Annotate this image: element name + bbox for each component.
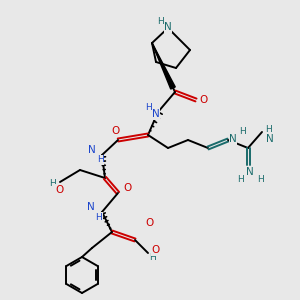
Text: H: H [256,175,263,184]
Text: N: N [164,22,172,32]
Text: N: N [88,145,96,155]
Text: H: H [146,103,152,112]
Text: O: O [55,185,63,195]
Text: H: H [237,175,243,184]
Polygon shape [152,43,175,89]
Text: O: O [152,245,160,255]
Text: N: N [266,134,274,144]
Text: O: O [111,126,119,136]
Text: H: H [96,212,102,221]
Text: N: N [152,109,160,119]
Text: N: N [246,167,254,177]
Text: H: H [150,254,156,262]
Text: N: N [229,134,237,144]
Text: H: H [158,17,164,26]
Text: O: O [199,95,207,105]
Text: H: H [97,155,104,164]
Text: O: O [124,183,132,193]
Text: O: O [146,218,154,228]
Text: H: H [238,128,245,136]
Text: H: H [266,125,272,134]
Text: H: H [49,178,56,188]
Text: N: N [87,202,95,212]
